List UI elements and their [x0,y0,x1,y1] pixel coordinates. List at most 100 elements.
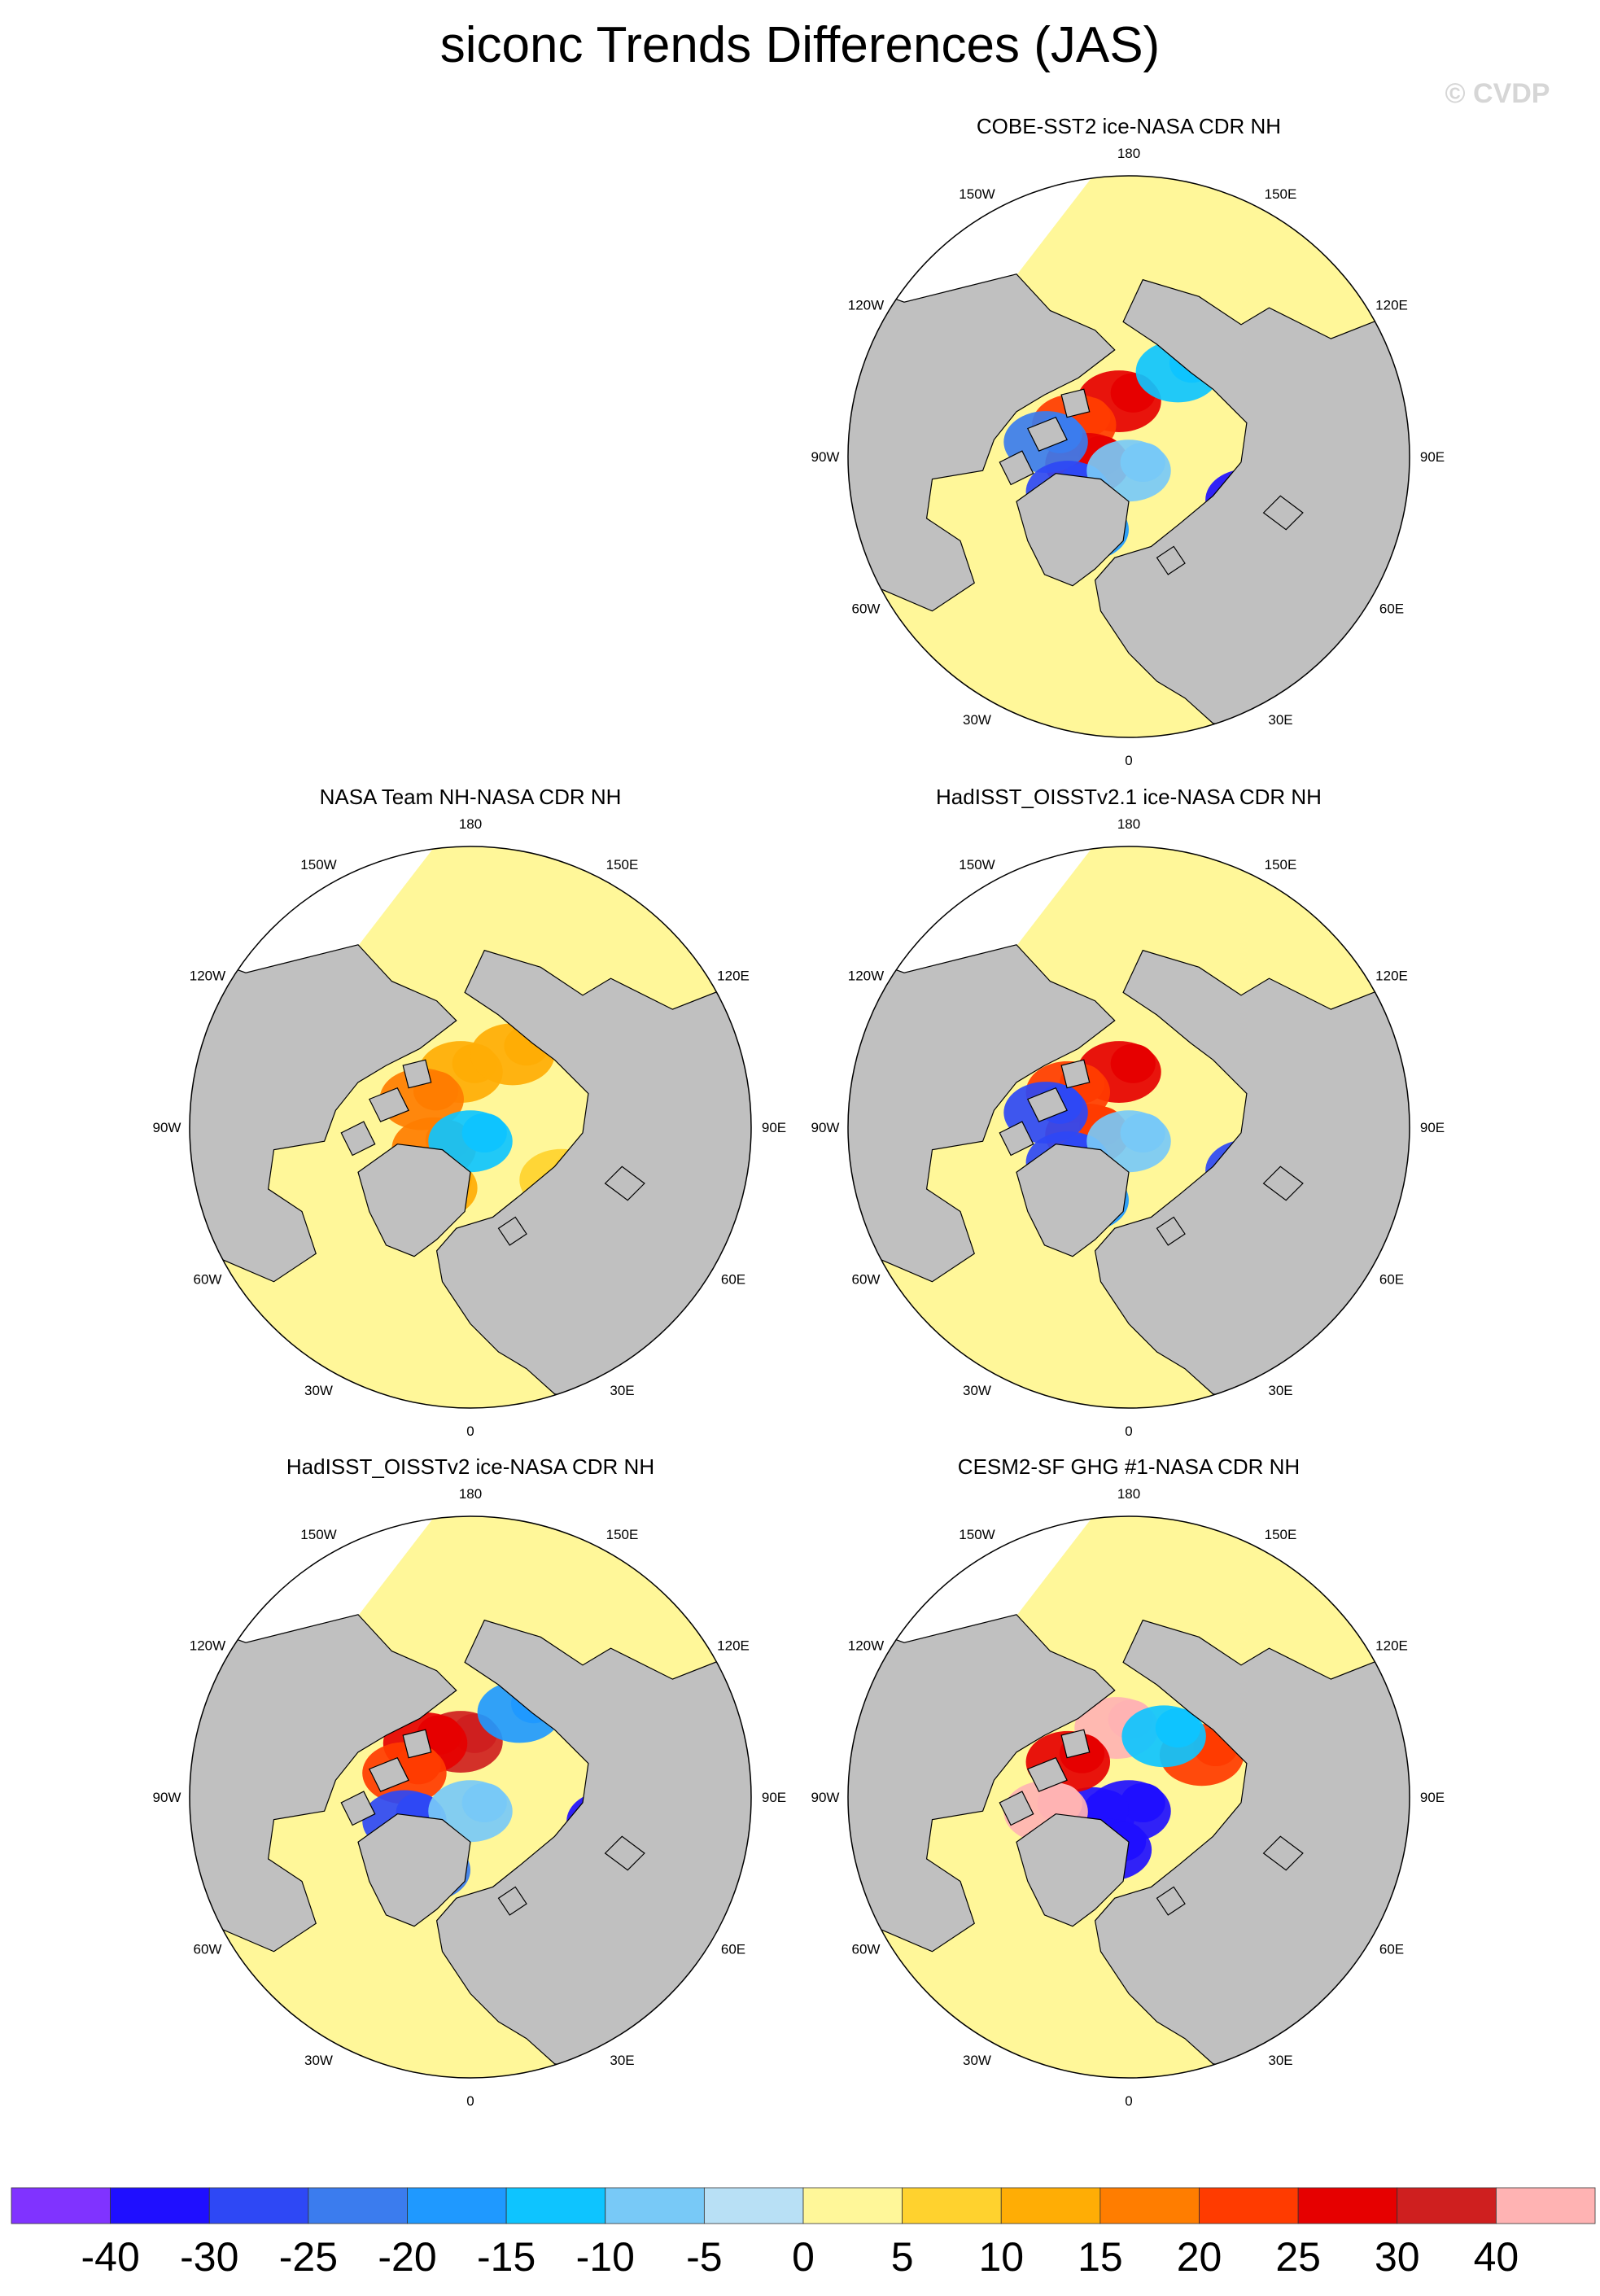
longitude-label: 150W [300,1527,336,1542]
longitude-label: 150W [959,1527,995,1542]
longitude-label: 180 [459,816,482,832]
longitude-label: 90E [1420,1790,1445,1805]
longitude-label: 60E [721,1272,745,1288]
longitude-label: 60E [1379,601,1404,617]
longitude-label: 150W [959,857,995,872]
longitude-label: 120E [717,1638,750,1654]
trend-cell [1110,1043,1156,1083]
map-panel: COBE-SST2 ice-NASA CDR NH 180 150E 120E 90E 6… [811,114,1445,768]
trend-cell [396,1745,441,1785]
longitude-label: 30W [963,1383,991,1398]
colorbar-bin [802,2187,903,2224]
map-panel: NASA Team NH-NASA CDR NH 180 150E 120E 90E 60… [153,785,787,1439]
longitude-label: 90W [153,1790,181,1805]
colorbar-label: 20 [1177,2234,1222,2280]
longitude-label: 150E [1265,186,1297,202]
colorbar-bin [1297,2187,1398,2224]
colorbar-bin [1397,2187,1497,2224]
map-area [848,176,1410,737]
colorbar: -40 -30 -25 -20 -15 -10 -5 0 5 10 15 20 25 30 40 [11,2187,1596,2280]
longitude-label: 120E [1375,298,1408,313]
longitude-label: 180 [1117,146,1140,161]
longitude-label: 60W [193,1272,221,1288]
map-area [848,1516,1410,2078]
watermark: © CVDP [1445,78,1550,109]
longitude-label: 90E [762,1120,786,1135]
longitude-label: 90W [811,449,840,465]
longitude-label: 150E [606,1527,639,1542]
panel-title: COBE-SST2 ice-NASA CDR NH [977,114,1281,138]
longitude-label: 150W [300,857,336,872]
colorbar-label: 40 [1474,2234,1519,2280]
longitude-label: 60W [851,1272,880,1288]
longitude-label: 180 [1117,816,1140,832]
map-boundary [189,1515,752,2079]
longitude-label: 0 [1125,1424,1132,1439]
longitude-label: 90E [1420,449,1445,465]
map-area [848,846,1410,1408]
colorbar-label: -20 [378,2234,436,2280]
longitude-label: 90W [811,1120,840,1135]
map-panel: HadISST_OISSTv2 ice-NASA CDR NH 180 150E 12… [153,1454,787,2109]
longitude-label: 120W [848,969,884,984]
colorbar-label: 15 [1078,2234,1123,2280]
longitude-label: 30E [610,2053,634,2068]
longitude-label: 120E [1375,969,1408,984]
longitude-label: 60W [851,601,880,617]
colorbar-bin [1495,2187,1596,2224]
colorbar-bin [505,2187,606,2224]
trend-cell [461,1113,507,1153]
longitude-label: 90E [1420,1120,1445,1135]
longitude-label: 0 [466,2093,474,2109]
colorbar-bin [605,2187,705,2224]
longitude-label: 120W [190,969,225,984]
longitude-label: 60W [851,1942,880,1957]
colorbar-label: 25 [1275,2234,1321,2280]
colorbar-label: 0 [792,2234,815,2280]
longitude-label: 90W [153,1120,181,1135]
longitude-label: 180 [1117,1486,1140,1502]
longitude-label: 120W [848,1638,884,1654]
longitude-label: 0 [1125,2093,1132,2109]
trend-cell [1120,442,1165,483]
colorbar-label: 30 [1375,2234,1420,2280]
longitude-label: 60E [721,1942,745,1957]
map-boundary [847,175,1410,738]
trend-cell [1037,1783,1082,1823]
map-boundary [189,846,752,1409]
longitude-label: 0 [1125,753,1132,768]
colorbar-label: -25 [279,2234,338,2280]
colorbar-bin [703,2187,804,2224]
trend-cell [461,1782,507,1823]
colorbar-bin [1000,2187,1101,2224]
longitude-label: 150E [606,857,639,872]
panel-title: HadISST_OISSTv2 ice-NASA CDR NH [286,1454,654,1479]
longitude-label: 30W [304,1383,333,1398]
longitude-label: 180 [459,1486,482,1502]
longitude-label: 0 [466,1424,474,1439]
colorbar-bin [1199,2187,1299,2224]
longitude-label: 150E [1265,1527,1297,1542]
longitude-label: 60W [193,1942,221,1957]
colorbar-bin [407,2187,507,2224]
longitude-label: 30W [963,712,991,728]
map-area [190,1516,751,2078]
map-panels: COBE-SST2 ice-NASA CDR NH 180 150E 120E 90E 6… [153,114,1445,2109]
longitude-label: 120W [848,298,884,313]
longitude-label: 90E [762,1790,786,1805]
longitude-label: 60E [1379,1942,1404,1957]
panel-title: HadISST_OISSTv2.1 ice-NASA CDR NH [936,785,1322,809]
map-boundary [847,846,1410,1409]
longitude-label: 30E [610,1383,634,1398]
colorbar-label: -5 [686,2234,722,2280]
map-area [190,846,751,1408]
colorbar-label: -30 [180,2234,238,2280]
longitude-label: 120W [190,1638,225,1654]
figure-title-group: siconc Trends Differences (JAS) © CVDP [440,17,1550,109]
figure-title: siconc Trends Differences (JAS) [440,17,1160,73]
panel-title: CESM2-SF GHG #1-NASA CDR NH [958,1454,1300,1479]
map-boundary [847,1515,1410,2079]
longitude-label: 30E [1268,1383,1292,1398]
colorbar-bin [1099,2187,1200,2224]
